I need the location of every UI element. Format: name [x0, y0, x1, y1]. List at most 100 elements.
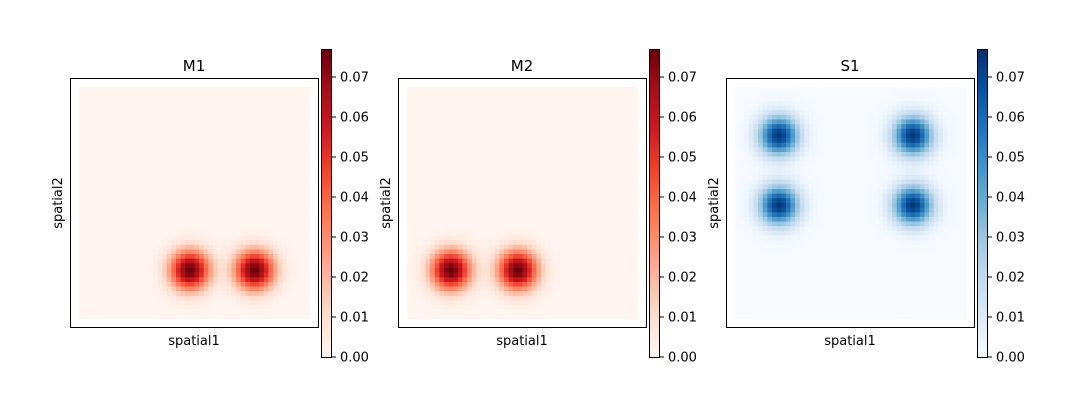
heatmap-cell: [171, 281, 177, 287]
heatmap-cell: [577, 267, 583, 273]
heatmap-cell: [102, 198, 108, 204]
heatmap-cell: [286, 147, 292, 153]
heatmap-cell: [508, 133, 514, 139]
heatmap-cell: [194, 235, 200, 241]
heatmap-cell: [83, 221, 89, 227]
heatmap-cell: [212, 235, 218, 241]
heatmap-cell: [443, 281, 449, 287]
heatmap-cell: [115, 305, 121, 311]
heatmap-cell: [286, 309, 292, 315]
heatmap-cell: [587, 193, 593, 199]
heatmap-cell: [226, 96, 232, 102]
heatmap-cell: [212, 314, 218, 320]
heatmap-cell: [194, 281, 200, 287]
heatmap-cell: [152, 165, 158, 171]
heatmap-cell: [610, 207, 616, 213]
heatmap-cell: [536, 105, 542, 111]
heatmap-cell: [591, 156, 597, 162]
heatmap-cell: [259, 124, 265, 130]
heatmap-cell: [277, 170, 283, 176]
heatmap-cell: [540, 244, 546, 250]
heatmap-cell: [439, 291, 445, 297]
heatmap-cell: [148, 147, 154, 153]
heatmap-cell: [259, 151, 265, 157]
heatmap-cell: [448, 151, 454, 157]
heatmap-cell: [411, 240, 417, 246]
heatmap-cell: [176, 305, 181, 311]
heatmap-cell: [286, 170, 292, 176]
heatmap-cell: [624, 119, 630, 125]
heatmap-cell: [504, 267, 509, 273]
heatmap-cell: [125, 198, 131, 204]
heatmap-cell: [430, 216, 436, 222]
heatmap-cell: [212, 189, 218, 195]
heatmap-cell: [189, 87, 195, 92]
heatmap-cell: [508, 267, 514, 273]
heatmap-cell: [106, 203, 112, 208]
heatmap-cell: [259, 110, 265, 116]
heatmap-cell: [83, 151, 89, 157]
heatmap-cell: [268, 91, 274, 97]
heatmap-cell: [236, 305, 242, 311]
heatmap-cell: [176, 179, 181, 185]
heatmap-cell: [513, 179, 519, 185]
heatmap-cell: [189, 258, 195, 264]
heatmap-cell: [194, 300, 200, 306]
heatmap-cell: [305, 249, 311, 255]
heatmap-cell: [411, 295, 417, 301]
heatmap-cell: [305, 165, 311, 171]
heatmap-cell: [596, 305, 602, 311]
heatmap-cell: [619, 170, 625, 176]
heatmap-cell: [273, 267, 279, 273]
heatmap-cell: [540, 226, 546, 232]
heatmap-cell: [573, 235, 579, 241]
heatmap-cell: [462, 314, 468, 320]
heatmap-cell: [619, 244, 625, 250]
heatmap-cell: [420, 216, 426, 222]
heatmap-cell: [536, 203, 542, 208]
heatmap-cell: [517, 198, 523, 204]
heatmap-cell: [236, 277, 242, 283]
heatmap-cell: [485, 244, 491, 250]
heatmap-cell: [513, 249, 519, 255]
heatmap-cell: [601, 240, 607, 246]
heatmap-cell: [203, 87, 209, 92]
heatmap-cell: [425, 216, 431, 222]
heatmap-cell: [448, 147, 454, 153]
heatmap-cell: [457, 230, 463, 236]
heatmap-cell: [439, 147, 445, 153]
heatmap-cell: [490, 184, 496, 190]
heatmap-cell: [564, 207, 570, 213]
heatmap-cell: [286, 203, 292, 208]
heatmap-cell: [587, 281, 593, 287]
heatmap-cell: [448, 100, 454, 106]
heatmap-cell: [559, 87, 565, 92]
heatmap-cell: [189, 175, 195, 181]
heatmap-cell: [185, 100, 191, 106]
heatmap-cell: [596, 138, 602, 144]
heatmap-cell: [185, 300, 191, 306]
heatmap-cell: [212, 105, 218, 111]
heatmap-cell: [434, 226, 440, 232]
heatmap-cell: [439, 216, 445, 222]
heatmap-cell: [587, 156, 593, 162]
heatmap-cell: [457, 142, 463, 148]
heatmap-cell: [554, 254, 560, 260]
heatmap-cell: [176, 216, 181, 222]
heatmap-cell: [254, 240, 260, 246]
heatmap-cell: [545, 281, 551, 287]
heatmap-cell: [559, 184, 565, 190]
heatmap-cell: [231, 138, 237, 144]
heatmap-cell: [508, 203, 514, 208]
heatmap-cell: [143, 119, 149, 125]
heatmap-cell: [587, 138, 593, 144]
heatmap-cell: [217, 138, 223, 144]
heatmap-cell: [448, 272, 454, 278]
heatmap-cell: [212, 138, 218, 144]
heatmap-cell: [462, 277, 468, 283]
heatmap-cell: [416, 128, 422, 134]
heatmap-cell: [217, 119, 223, 125]
heatmap-cell: [490, 179, 496, 185]
heatmap-cell: [499, 267, 505, 273]
heatmap-cell: [559, 244, 565, 250]
